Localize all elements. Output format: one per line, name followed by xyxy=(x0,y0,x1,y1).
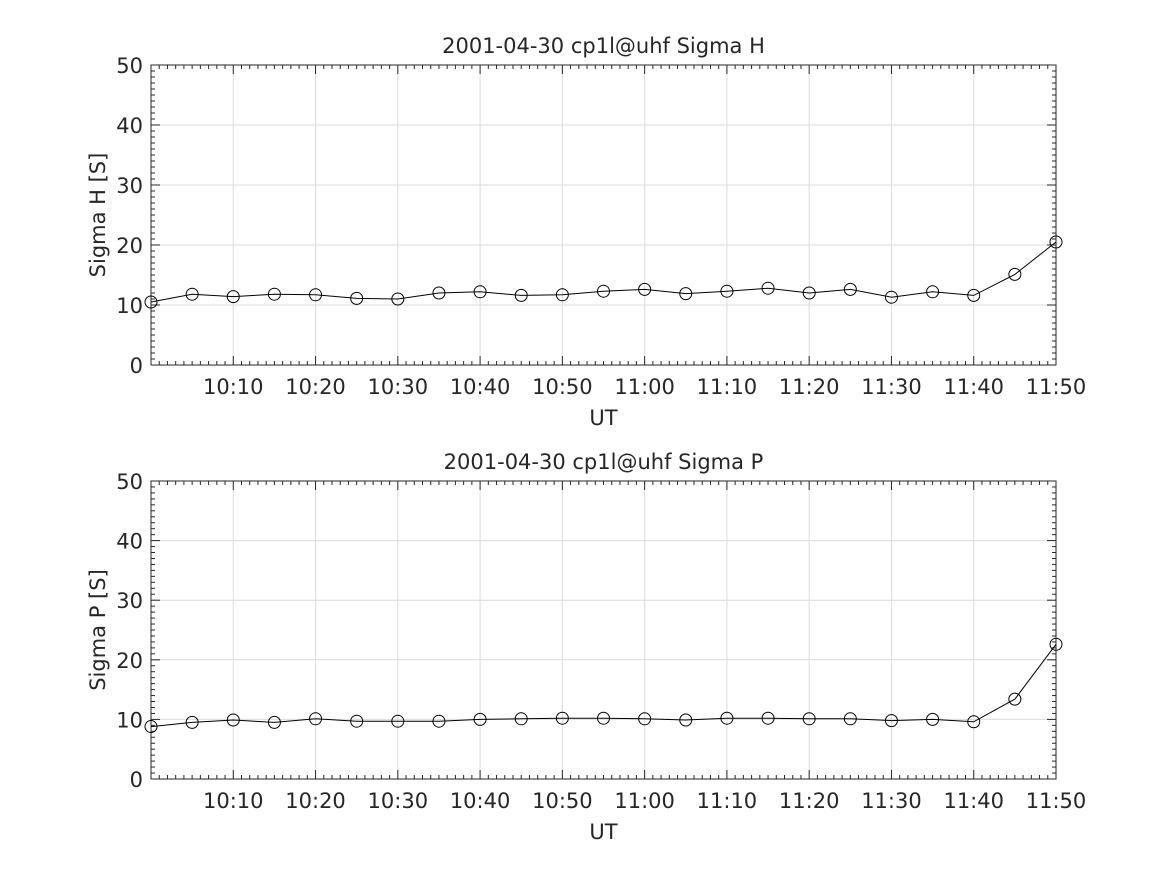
y-axis-label: Sigma P [S] xyxy=(86,569,110,691)
data-point xyxy=(350,714,364,728)
y-tick-label: 40 xyxy=(116,114,143,138)
y-tick-label: 50 xyxy=(116,470,143,494)
x-tick-label: 10:30 xyxy=(368,375,429,399)
axes-frame xyxy=(150,480,1057,780)
x-tick-label: 10:30 xyxy=(368,789,429,813)
x-tick-label: 10:20 xyxy=(285,789,346,813)
x-tick-label: 10:50 xyxy=(532,789,593,813)
data-point xyxy=(802,286,816,300)
x-tick-label: 10:40 xyxy=(450,375,511,399)
data-point xyxy=(761,711,775,725)
data-point xyxy=(926,712,940,726)
data-point xyxy=(473,285,487,299)
x-tick-label: 11:20 xyxy=(779,789,840,813)
data-point xyxy=(1049,235,1063,249)
y-tick-label: 0 xyxy=(130,768,143,792)
data-point xyxy=(391,292,405,306)
x-tick-label: 11:10 xyxy=(697,375,758,399)
data-point xyxy=(926,285,940,299)
data-point xyxy=(679,713,693,727)
data-point xyxy=(185,715,199,729)
data-point xyxy=(226,290,240,304)
chart-title: 2001-04-30 cp1l@uhf Sigma P xyxy=(444,450,764,474)
series-markers xyxy=(144,637,1063,734)
data-point xyxy=(555,288,569,302)
data-point xyxy=(843,712,857,726)
x-tick-label: 11:40 xyxy=(943,375,1004,399)
x-tick-label: 11:40 xyxy=(943,789,1004,813)
data-point xyxy=(514,712,528,726)
axes-frame xyxy=(150,64,1057,366)
y-tick-label: 20 xyxy=(116,234,143,258)
plot-area xyxy=(151,481,1056,779)
data-point xyxy=(720,284,734,298)
data-point xyxy=(1008,267,1022,281)
data-point xyxy=(309,712,323,726)
data-point xyxy=(267,287,281,301)
x-axis-label: UT xyxy=(589,820,617,844)
data-point xyxy=(1008,692,1022,706)
series-line xyxy=(150,643,1057,728)
data-point xyxy=(720,711,734,725)
x-tick-label: 10:20 xyxy=(285,375,346,399)
data-point xyxy=(843,282,857,296)
data-point xyxy=(309,288,323,302)
x-tick-label: 11:50 xyxy=(1026,375,1087,399)
y-tick-label: 40 xyxy=(116,530,143,554)
chart-sigma-p: 0 10 20 30 40 50 10:10 10:20 10:30 10:40 10:50 11:0… xyxy=(86,450,1086,844)
data-point xyxy=(267,715,281,729)
data-point xyxy=(761,281,775,295)
x-tick-label: 10:50 xyxy=(532,375,593,399)
x-tick-label: 11:30 xyxy=(861,789,922,813)
x-tick-label: 11:00 xyxy=(614,789,675,813)
x-tick-label: 11:20 xyxy=(779,375,840,399)
data-point xyxy=(638,282,652,296)
data-point xyxy=(144,720,158,734)
data-point xyxy=(802,712,816,726)
x-tick-label: 10:40 xyxy=(450,789,511,813)
x-tick-label: 10:10 xyxy=(203,789,264,813)
data-point xyxy=(555,711,569,725)
x-tick-label: 11:00 xyxy=(614,375,675,399)
tick-marks xyxy=(150,480,1057,780)
data-point xyxy=(884,714,898,728)
y-tick-label: 30 xyxy=(116,174,143,198)
y-tick-label: 50 xyxy=(116,54,143,78)
x-tick-label: 11:50 xyxy=(1026,789,1087,813)
y-tick-label: 0 xyxy=(130,354,143,378)
data-point xyxy=(473,712,487,726)
data-point xyxy=(391,714,405,728)
data-point xyxy=(884,290,898,304)
chart-title: 2001-04-30 cp1l@uhf Sigma H xyxy=(442,34,765,58)
data-point xyxy=(597,284,610,298)
data-point xyxy=(432,286,446,300)
y-tick-label: 10 xyxy=(116,708,143,732)
series-line xyxy=(150,241,1057,303)
x-tick-label: 11:10 xyxy=(697,789,758,813)
data-point xyxy=(432,714,446,728)
chart-sigma-h: 0 10 20 30 40 50 10:10 10:20 10:30 10:40 10:50 11:0… xyxy=(86,34,1086,430)
data-point xyxy=(185,287,199,301)
data-point xyxy=(350,291,364,305)
data-point xyxy=(1049,637,1063,651)
data-point xyxy=(226,713,240,727)
data-point xyxy=(638,712,652,726)
y-axis-label: Sigma H [S] xyxy=(86,153,110,278)
data-point xyxy=(514,288,528,302)
y-tick-label: 30 xyxy=(116,589,143,613)
x-tick-label: 10:10 xyxy=(203,375,264,399)
series-markers xyxy=(144,235,1063,309)
data-point xyxy=(144,295,158,309)
y-tick-label: 20 xyxy=(116,649,143,673)
data-point xyxy=(679,287,693,301)
y-tick-label: 10 xyxy=(116,294,143,318)
data-point xyxy=(597,711,610,725)
plot-area xyxy=(151,65,1056,365)
data-point xyxy=(967,288,981,302)
x-axis-label: UT xyxy=(589,406,617,430)
x-tick-label: 11:30 xyxy=(861,375,922,399)
data-point xyxy=(967,715,981,729)
